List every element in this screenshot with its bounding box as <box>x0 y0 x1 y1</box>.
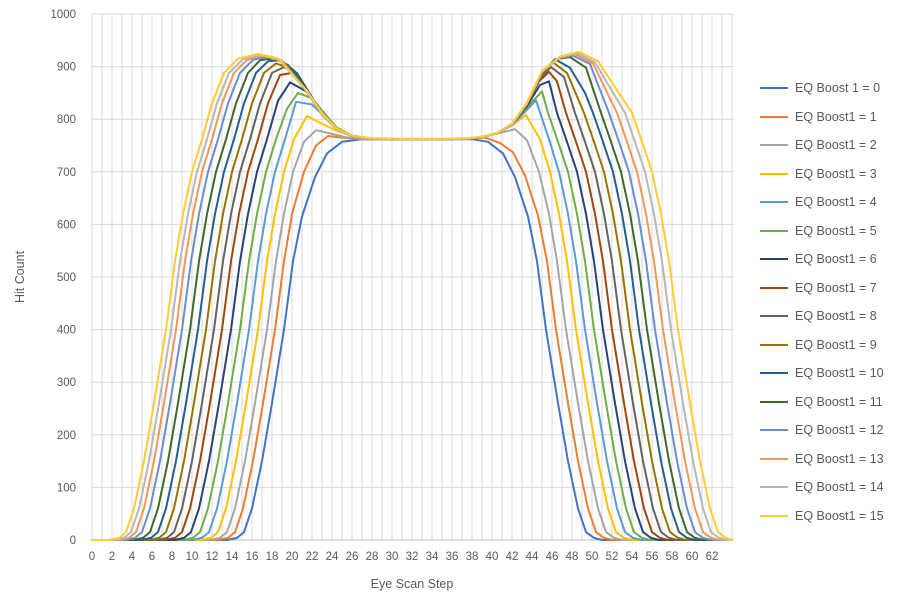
x-tick-label: 8 <box>169 551 175 563</box>
x-tick-label: 44 <box>526 551 539 563</box>
y-tick-label: 1000 <box>50 9 76 21</box>
legend-item: EQ Boost1 = 6 <box>760 250 877 268</box>
x-tick-label: 36 <box>446 551 459 563</box>
x-tick-label: 4 <box>129 551 136 563</box>
y-tick-label: 600 <box>57 219 76 231</box>
legend-swatch-line <box>760 115 788 118</box>
legend-label: EQ Boost1 = 6 <box>795 252 877 266</box>
x-tick-label: 60 <box>686 551 699 563</box>
legend-swatch-line <box>760 144 788 146</box>
y-axis-title: Hit Count <box>13 250 27 303</box>
y-tick-label: 500 <box>57 272 76 284</box>
x-tick-label: 28 <box>366 551 379 563</box>
legend-swatch-line <box>760 258 788 260</box>
legend-label: EQ Boost1 = 14 <box>795 480 884 494</box>
legend-item: EQ Boost1 = 7 <box>760 279 877 297</box>
legend-item: EQ Boost1 = 4 <box>760 193 877 211</box>
legend-swatch-line <box>760 400 788 403</box>
legend-swatch-line <box>760 429 788 431</box>
legend-label: EQ Boost1 = 3 <box>795 166 877 181</box>
legend-label: EQ Boost1 = 5 <box>795 223 877 238</box>
legend-label: EQ Boost1 = 15 <box>795 508 884 523</box>
x-tick-label: 0 <box>89 551 95 563</box>
legend-item: EQ Boost1 = 15 <box>760 507 884 525</box>
series-line <box>91 50 733 541</box>
legend-label: EQ Boost1 = 1 <box>795 109 877 124</box>
legend-label: EQ Boost1 = 8 <box>795 309 877 323</box>
x-axis-title: Eye Scan Step <box>371 577 454 591</box>
x-tick-label: 32 <box>406 551 419 563</box>
y-tick-label: 200 <box>57 430 76 442</box>
legend-swatch-line <box>760 229 788 232</box>
x-tick-label: 48 <box>566 551 579 563</box>
y-tick-label: 400 <box>57 325 76 337</box>
legend-item: EQ Boost1 = 12 <box>760 421 884 439</box>
x-tick-label: 18 <box>266 551 279 563</box>
legend-item: EQ Boost1 = 10 <box>760 364 884 382</box>
y-tick-label: 300 <box>57 377 76 389</box>
legend-label: EQ Boost1 = 4 <box>795 195 877 209</box>
y-tick-label: 700 <box>57 167 76 179</box>
x-tick-label: 16 <box>246 551 259 563</box>
legend-item: EQ Boost 1 = 0 <box>760 79 880 97</box>
legend-item: EQ Boost1 = 2 <box>760 136 877 154</box>
x-tick-label: 14 <box>226 551 239 563</box>
legend-item: EQ Boost1 = 8 <box>760 307 877 325</box>
x-tick-label: 42 <box>506 551 519 563</box>
x-tick-label: 20 <box>286 551 299 563</box>
legend-swatch-line <box>760 486 788 488</box>
legend-swatch-line <box>760 315 788 317</box>
legend-label: EQ Boost1 = 13 <box>795 451 884 466</box>
legend-label: EQ Boost1 = 10 <box>795 366 884 380</box>
legend-swatch-line <box>760 372 788 374</box>
y-tick-label: 800 <box>57 114 76 126</box>
legend-swatch-line <box>760 457 788 460</box>
y-tick-label: 0 <box>70 535 76 547</box>
series-lines <box>91 50 733 541</box>
x-tick-label: 22 <box>306 551 319 563</box>
legend-label: EQ Boost1 = 9 <box>795 337 877 352</box>
x-tick-label: 40 <box>486 551 499 563</box>
legend-swatch-line <box>760 201 788 203</box>
x-tick-label: 46 <box>546 551 559 563</box>
x-tick-label: 58 <box>666 551 679 563</box>
legend-swatch-line <box>760 172 788 175</box>
legend-swatch-line <box>760 343 788 346</box>
legend-item: EQ Boost1 = 11 <box>760 393 883 411</box>
tick-labels: 0 2 4 6 8 10 12 14 16 18 20 22 24 26 28 30 32 34 36 38 40 42 4… <box>50 9 718 563</box>
legend: EQ Boost 1 = 0 EQ Boost1 = 1 EQ Boost1 = 2… <box>760 0 897 607</box>
y-tick-label: 100 <box>57 482 76 494</box>
legend-swatch-line <box>760 286 788 289</box>
legend-label: EQ Boost 1 = 0 <box>795 81 881 95</box>
y-tick-label: 900 <box>57 62 76 74</box>
x-tick-label: 62 <box>706 551 719 563</box>
legend-item: EQ Boost1 = 3 <box>760 165 877 183</box>
legend-item: EQ Boost1 = 9 <box>760 336 877 354</box>
legend-swatch-line <box>760 87 788 89</box>
x-tick-label: 6 <box>149 551 155 563</box>
x-tick-label: 52 <box>606 551 619 563</box>
x-tick-label: 54 <box>626 551 639 563</box>
x-tick-label: 26 <box>346 551 359 563</box>
legend-label: EQ Boost1 = 11 <box>795 394 883 409</box>
x-tick-label: 50 <box>586 551 599 563</box>
legend-label: EQ Boost1 = 7 <box>795 280 877 295</box>
x-tick-label: 12 <box>206 551 219 563</box>
legend-item: EQ Boost1 = 1 <box>760 108 877 126</box>
x-tick-label: 30 <box>386 551 399 563</box>
legend-item: EQ Boost1 = 13 <box>760 450 884 468</box>
x-tick-label: 10 <box>186 551 199 563</box>
legend-label: EQ Boost1 = 2 <box>795 138 877 152</box>
x-tick-label: 38 <box>466 551 479 563</box>
legend-item: EQ Boost1 = 14 <box>760 478 884 496</box>
x-tick-label: 34 <box>426 551 439 563</box>
x-tick-label: 2 <box>109 551 115 563</box>
legend-swatch-line <box>760 514 788 517</box>
legend-label: EQ Boost1 = 12 <box>795 423 884 437</box>
x-tick-label: 56 <box>646 551 659 563</box>
x-tick-label: 24 <box>326 551 339 563</box>
legend-item: EQ Boost1 = 5 <box>760 222 877 240</box>
